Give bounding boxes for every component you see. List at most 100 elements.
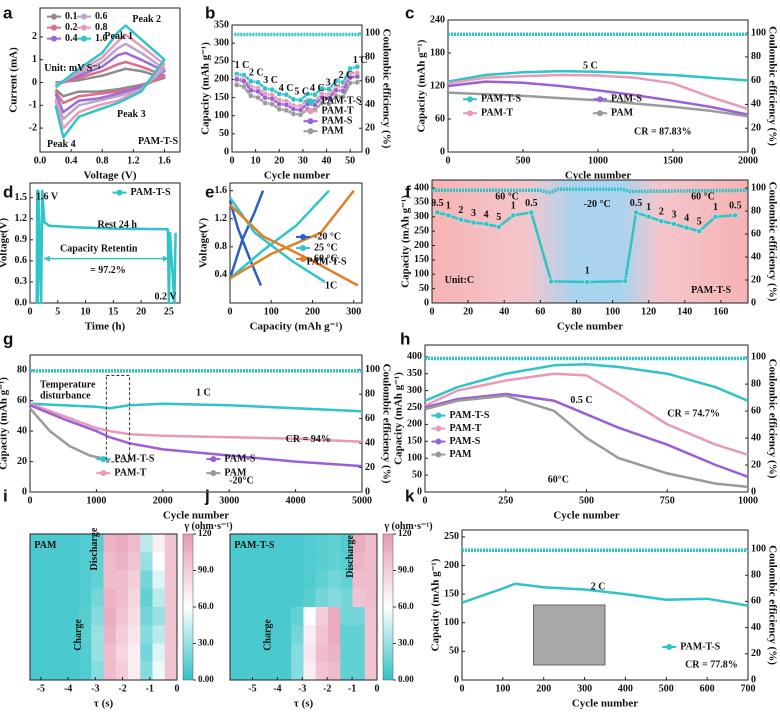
- legend-marker: [100, 470, 107, 477]
- y2-tick-label: 40: [365, 99, 375, 110]
- point: [255, 94, 261, 101]
- point: [290, 96, 297, 103]
- heat-cell: [42, 643, 55, 663]
- plot-frame: [39, 7, 181, 153]
- heat-cell: [140, 570, 153, 590]
- point: [528, 209, 535, 216]
- x-tick-label: 100: [495, 683, 510, 694]
- heat-cell: [364, 570, 378, 590]
- heat-cell: [140, 588, 153, 608]
- point: [297, 97, 304, 103]
- legend-label: PAM-T-S: [481, 93, 521, 104]
- heat-cell: [79, 534, 92, 553]
- heat-cell: [291, 534, 304, 553]
- x-tick-label: 1000: [738, 495, 758, 506]
- annotation: Discharge: [345, 534, 356, 577]
- heat-cell: [128, 661, 141, 681]
- plot-frame: [29, 533, 178, 681]
- y-tick-label: 0: [224, 146, 229, 157]
- heat-cell: [230, 643, 243, 663]
- x-tick-label: 4000: [286, 495, 306, 506]
- series-line: [461, 582, 749, 607]
- x-axis-label: τ (s): [94, 698, 114, 710]
- point: [240, 78, 247, 85]
- point: [304, 91, 311, 97]
- y-tick-label: 250: [414, 225, 429, 236]
- x-axis-label: Voltage (V): [83, 170, 136, 182]
- annotation: CR = 87.83%: [634, 126, 692, 137]
- y2-axis-label: Coulombic efficiency (%): [380, 29, 392, 149]
- legend-marker: [597, 96, 603, 103]
- point: [347, 80, 354, 86]
- point: [470, 219, 477, 226]
- heat-cell: [279, 534, 292, 553]
- point: [283, 91, 290, 98]
- heat-cell: [254, 588, 268, 608]
- annotation: 4 C: [310, 83, 325, 94]
- annotation: Capacity Retentin: [60, 243, 138, 254]
- y-tick-label: 150: [444, 588, 459, 599]
- y2-tick-label: 100: [365, 364, 380, 375]
- y-tick-label: 1.2: [15, 213, 28, 224]
- heat-cell: [152, 625, 166, 644]
- heat-cell: [266, 607, 280, 626]
- y2-axis-label: Coulombic efficiency (%): [766, 26, 778, 146]
- y-axis-label: Voltage(V): [198, 218, 210, 269]
- heat-cell: [303, 607, 317, 626]
- x-tick-label: 500: [516, 155, 531, 166]
- x-tick-label: 0: [228, 306, 233, 317]
- x-tick-label: -1: [146, 683, 154, 694]
- point: [622, 278, 629, 285]
- legend-label: PAM-S: [611, 93, 642, 104]
- y-tick-label: 300: [414, 211, 429, 222]
- heat-cell: [79, 607, 92, 626]
- y-tick-label: 250: [214, 56, 229, 67]
- annotation: PAM: [34, 540, 57, 551]
- heat-cell: [128, 643, 141, 663]
- heat-cell: [42, 625, 55, 644]
- heat-cell: [140, 534, 153, 553]
- y2-axis-label: Coulombic efficiency (%): [766, 359, 778, 479]
- point: [683, 224, 690, 231]
- x-axis-label: Cycle number: [557, 321, 623, 333]
- legend-label: 0.8: [95, 22, 108, 33]
- point: [283, 107, 290, 114]
- point: [354, 63, 361, 70]
- heat-cell: [254, 552, 268, 571]
- y-tick-label: 0: [424, 297, 429, 308]
- x-tick-label: 1.6: [158, 155, 171, 166]
- annotation: 1: [511, 201, 516, 212]
- series-line: [447, 80, 749, 116]
- y-tick-label: 400: [407, 351, 422, 362]
- legend-marker: [81, 35, 87, 42]
- x-tick-label: 5000: [352, 495, 372, 506]
- heat-cell: [328, 570, 341, 590]
- colorbar-label: 0.00: [398, 674, 414, 684]
- heat-cell: [128, 607, 141, 626]
- point: [240, 83, 247, 90]
- annotation: Temperature: [40, 379, 96, 390]
- y-axis-label: Capacity (mAh g⁻¹): [430, 558, 442, 651]
- plot-frame: [447, 19, 749, 153]
- x-axis-label: Cycle number: [264, 170, 330, 182]
- annotation: 2 C: [249, 68, 264, 79]
- heat-cell: [103, 607, 117, 626]
- heat-cell: [291, 570, 304, 590]
- heat-cell: [42, 607, 55, 626]
- heat-cell: [42, 534, 55, 553]
- heat-cell: [164, 643, 178, 663]
- heat-cell: [103, 534, 117, 553]
- x-tick-label: 100: [264, 306, 279, 317]
- annotation: 60 °C: [495, 192, 519, 203]
- x-tick-label: 160: [713, 306, 728, 317]
- y-tick-label: 2: [32, 31, 37, 42]
- heat-cell: [30, 625, 43, 644]
- legend-marker: [300, 245, 306, 251]
- point: [354, 73, 361, 80]
- legend-label: 0.1: [65, 11, 78, 22]
- heat-cell: [42, 570, 55, 590]
- panel-letter: g: [3, 329, 13, 348]
- heat-cell: [266, 625, 280, 644]
- heat-cell: [242, 661, 255, 681]
- annotation: PAM-T-S: [138, 136, 178, 147]
